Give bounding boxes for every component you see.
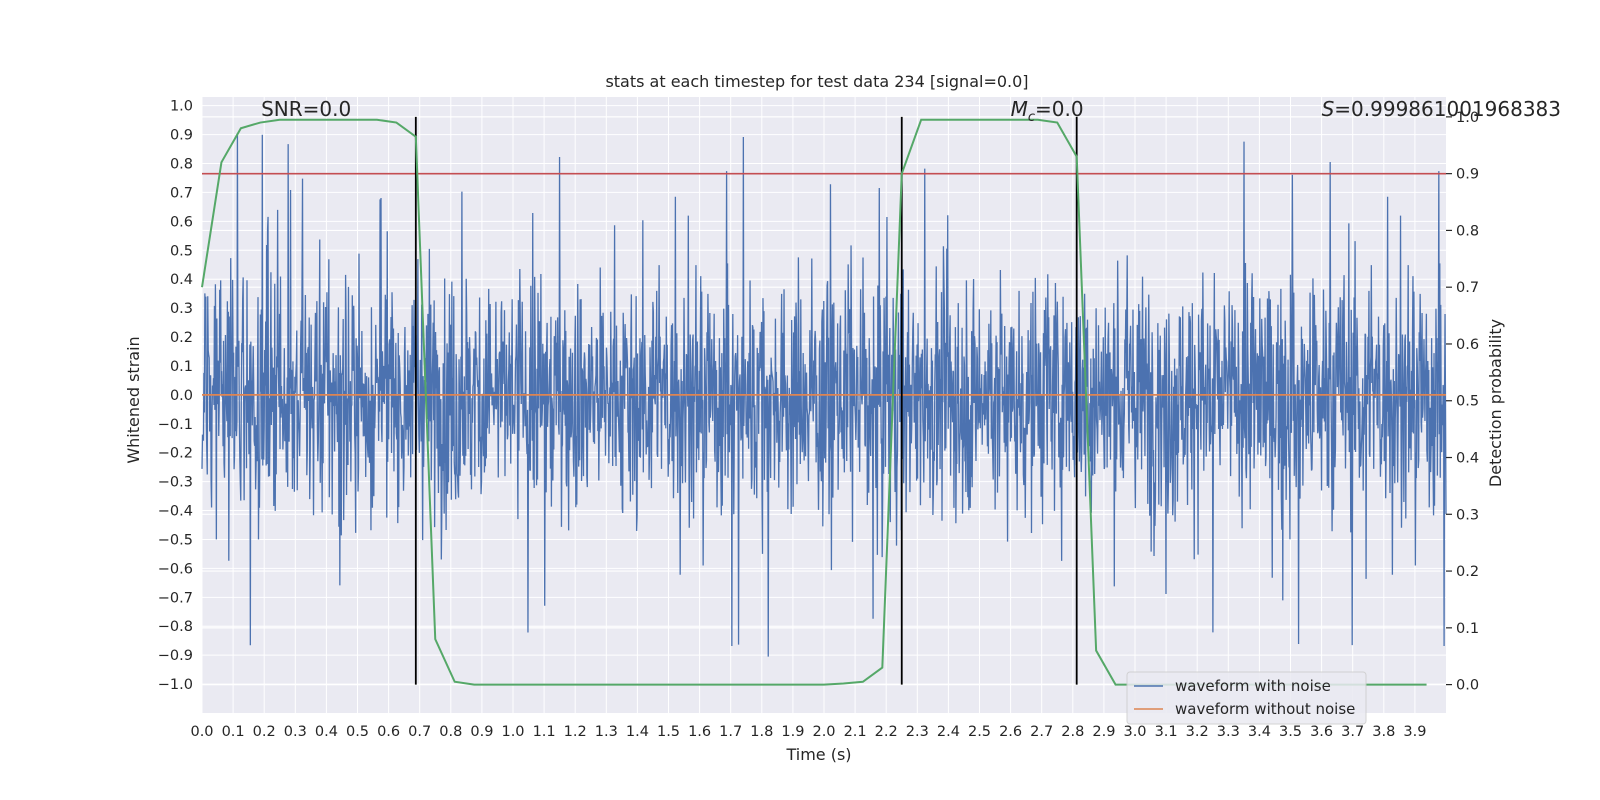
annotation-2: S=0.999861001968383 bbox=[1322, 97, 1561, 121]
x-tick-label: 0.2 bbox=[253, 724, 276, 740]
y-tick-label: 0.2 bbox=[170, 330, 193, 346]
x-tick-label: 2.2 bbox=[875, 724, 898, 740]
x-tick-label: 3.1 bbox=[1155, 724, 1178, 740]
y-tick-label: 0.4 bbox=[170, 272, 193, 288]
x-tick-label: 2.6 bbox=[999, 724, 1022, 740]
x-tick-label: 1.7 bbox=[719, 724, 742, 740]
y2-tick-label: 0.7 bbox=[1456, 280, 1479, 296]
detection-probability-line bbox=[201, 118, 1427, 686]
y-tick-label: −0.2 bbox=[158, 446, 193, 462]
x-tick-label: 2.1 bbox=[844, 724, 867, 740]
x-axis-ticks: 0.0 0.1 0.2 0.3 0.4 0.5 0.6 0.7 0.8 0.9 1.0 1.1 1.2 1… bbox=[190, 724, 1426, 740]
y-tick-label: 0.7 bbox=[170, 185, 193, 201]
y-tick-label: −0.4 bbox=[158, 504, 193, 520]
y-tick-label: 0.1 bbox=[170, 359, 193, 375]
y-tick-label: −0.8 bbox=[158, 619, 193, 635]
y-tick-label: −0.1 bbox=[158, 417, 193, 433]
legend-box bbox=[1126, 671, 1367, 725]
x-tick-label: 3.3 bbox=[1217, 724, 1240, 740]
y-tick-label: −0.5 bbox=[158, 532, 193, 548]
annotations: SNR=0.0 Mc=0.0 S=0.999861001968383 bbox=[261, 97, 1561, 125]
x-tick-label: 1.9 bbox=[781, 724, 804, 740]
x-tick-label: 2.0 bbox=[812, 724, 835, 740]
x-tick-label: 3.2 bbox=[1186, 724, 1209, 740]
y2-tick-label: 0.5 bbox=[1456, 394, 1479, 410]
y2-axis-label: Detection probability bbox=[1486, 319, 1505, 487]
x-tick-label: 2.3 bbox=[906, 724, 929, 740]
y2-tick-label: 0.1 bbox=[1456, 621, 1479, 637]
x-tick-label: 1.6 bbox=[688, 724, 711, 740]
x-tick-label: 3.5 bbox=[1279, 724, 1302, 740]
x-tick-label: 1.5 bbox=[657, 724, 680, 740]
x-tick-label: 1.3 bbox=[595, 724, 618, 740]
y-tick-label: −0.9 bbox=[158, 648, 193, 664]
x-tick-label: 1.4 bbox=[626, 724, 649, 740]
x-tick-label: 1.8 bbox=[750, 724, 773, 740]
y-tick-label: 0.8 bbox=[170, 157, 193, 173]
noisy-waveform-line bbox=[201, 133, 1447, 657]
y2-tick-label: 0.8 bbox=[1456, 223, 1479, 239]
x-tick-label: 0.6 bbox=[377, 724, 400, 740]
x-tick-label: 3.4 bbox=[1248, 724, 1271, 740]
y2-tick-label: 0.4 bbox=[1456, 451, 1479, 467]
x-tick-label: 1.1 bbox=[533, 724, 556, 740]
y-tick-label: −0.6 bbox=[158, 561, 193, 577]
chart-title: stats at each timestep for test data 234… bbox=[605, 72, 1028, 91]
x-tick-label: 0.5 bbox=[346, 724, 369, 740]
x-tick-label: 0.1 bbox=[222, 724, 245, 740]
x-tick-label: 2.4 bbox=[937, 724, 960, 740]
y-axis-label: Whitened strain bbox=[124, 336, 143, 463]
x-tick-label: 0.3 bbox=[284, 724, 307, 740]
x-tick-label: 0.9 bbox=[470, 724, 493, 740]
x-tick-label: 3.9 bbox=[1403, 724, 1426, 740]
annotation-0: SNR=0.0 bbox=[261, 97, 351, 121]
x-tick-label: 1.2 bbox=[564, 724, 587, 740]
x-tick-label: 0.7 bbox=[408, 724, 431, 740]
x-tick-label: 2.9 bbox=[1092, 724, 1115, 740]
legend: waveform with noise waveform without noi… bbox=[1126, 671, 1367, 725]
y-tick-label: 0.9 bbox=[170, 128, 193, 144]
y-tick-label: −1.0 bbox=[158, 677, 193, 693]
y2-tick-label: 0.3 bbox=[1456, 507, 1479, 523]
noisy-waveform-series bbox=[201, 133, 1447, 657]
x-tick-label: 1.0 bbox=[501, 724, 524, 740]
x-tick-label: 3.6 bbox=[1310, 724, 1333, 740]
legend-label-clean: waveform without noise bbox=[1175, 700, 1355, 718]
y2-tick-label: 1.0 bbox=[1456, 110, 1479, 126]
x-tick-label: 3.7 bbox=[1341, 724, 1364, 740]
x-tick-label: 3.0 bbox=[1123, 724, 1146, 740]
y-tick-label: 0.0 bbox=[170, 388, 193, 404]
x-tick-label: 0.8 bbox=[439, 724, 462, 740]
y2-axis-ticks: 1.0 0.9 0.8 0.7 0.6 0.5 0.4 0.3 0.2 0.1 0.0 bbox=[1446, 110, 1479, 694]
y-tick-label: −0.3 bbox=[158, 475, 193, 491]
x-tick-label: 0.4 bbox=[315, 724, 338, 740]
y-tick-label: −0.7 bbox=[158, 590, 193, 606]
x-tick-label: 2.8 bbox=[1061, 724, 1084, 740]
x-axis-label: Time (s) bbox=[785, 745, 851, 764]
x-tick-label: 0.0 bbox=[190, 724, 213, 740]
y-tick-label: 0.3 bbox=[170, 301, 193, 317]
x-tick-label: 3.8 bbox=[1372, 724, 1395, 740]
legend-label-noisy: waveform with noise bbox=[1175, 677, 1331, 695]
annotation-1: Mc=0.0 bbox=[1011, 97, 1084, 125]
y-tick-label: 1.0 bbox=[170, 99, 193, 115]
y2-tick-label: 0.6 bbox=[1456, 337, 1479, 353]
y-tick-label: 0.6 bbox=[170, 214, 193, 230]
reference-lines bbox=[201, 116, 1446, 686]
y2-tick-label: 0.9 bbox=[1456, 167, 1479, 183]
x-tick-label: 2.5 bbox=[968, 724, 991, 740]
y2-tick-label: 0.0 bbox=[1456, 678, 1479, 694]
y-axis-ticks: 1.0 0.9 0.8 0.7 0.6 0.5 0.4 0.3 0.2 0.1 0.0 −0.1 −0.… bbox=[158, 99, 193, 693]
x-tick-label: 2.7 bbox=[1030, 724, 1053, 740]
y2-tick-label: 0.2 bbox=[1456, 564, 1479, 580]
y-tick-label: 0.5 bbox=[170, 243, 193, 259]
